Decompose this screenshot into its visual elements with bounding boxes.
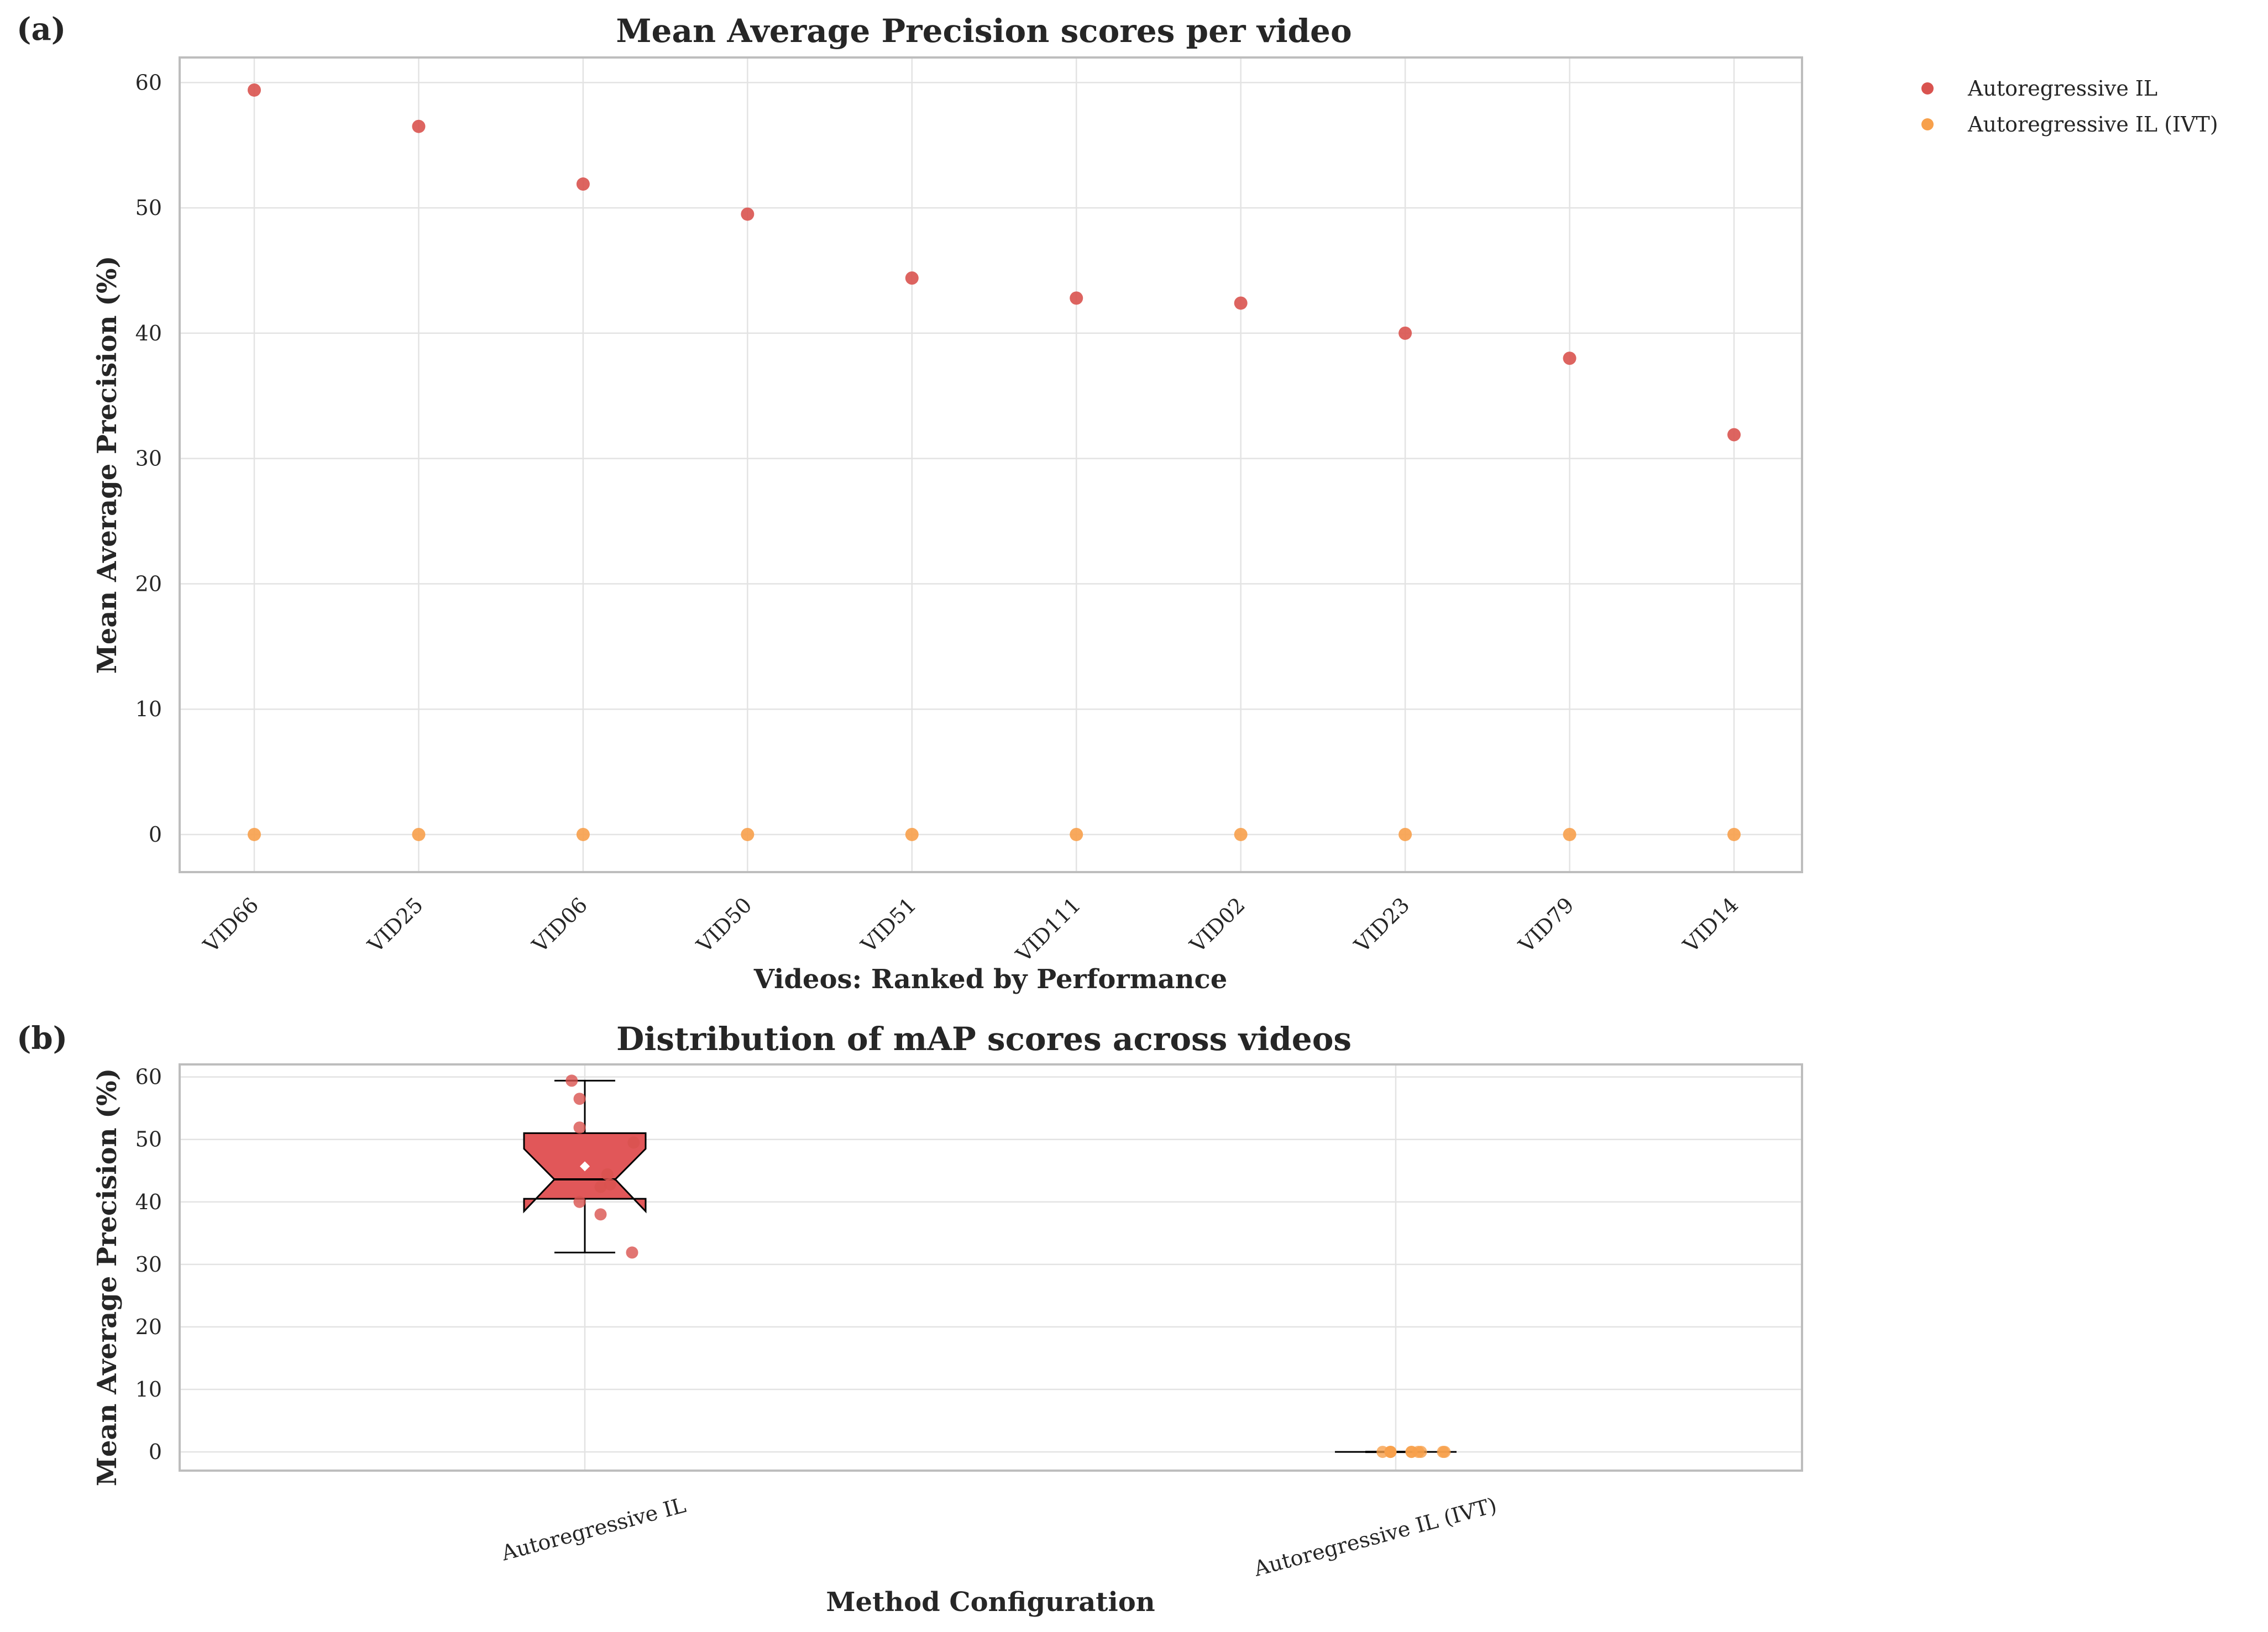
box-autoregressive-il-point (604, 1178, 616, 1191)
x-tick-label-vid66: VID66 (198, 893, 264, 958)
point-autoregressive-il-vid23 (1398, 326, 1412, 340)
x-tick-label-vid79: VID79 (1513, 893, 1579, 958)
panel-a-y-ticks: 0 10 20 30 40 50 60 (135, 70, 162, 847)
point-autoregressive-il-ivt-vid06 (576, 827, 590, 841)
box-autoregressive-il-point (594, 1208, 607, 1221)
x-tick-label-vid23: VID23 (1349, 893, 1415, 958)
panel-b-y-ticks: 0 10 20 30 40 50 60 (135, 1065, 162, 1464)
point-autoregressive-il-vid111 (1070, 291, 1083, 305)
point-autoregressive-il-vid02 (1234, 296, 1248, 310)
box-autoregressive-il-point (573, 1195, 586, 1208)
legend-label-autoregressive-il-ivt: Autoregressive IL (IVT) (1967, 112, 2218, 137)
point-autoregressive-il-ivt-vid66 (248, 827, 261, 841)
panel-b-grid (180, 1064, 1802, 1471)
x-tick-label-vid25: VID25 (363, 893, 428, 958)
panel-a-title: Mean Average Precision scores per video (616, 12, 1352, 50)
legend: Autoregressive IL Autoregressive IL (IVT… (1921, 76, 2218, 137)
panel-b-y-tick-label: 10 (135, 1377, 162, 1402)
point-autoregressive-il-vid06 (576, 177, 590, 191)
point-autoregressive-il-vid51 (905, 271, 919, 285)
x-tick-label-autoregressive-il: Autoregressive IL (499, 1493, 689, 1566)
box-autoregressive-il-ivt-point (1384, 1446, 1397, 1458)
box-autoregressive-il-point (626, 1246, 638, 1259)
box-autoregressive-il-point (594, 1180, 607, 1193)
panel-a-y-tick-label: 20 (135, 571, 162, 596)
panel-a-x-axis-label: Videos: Ranked by Performance (753, 964, 1228, 995)
point-autoregressive-il-ivt-vid51 (905, 827, 919, 841)
x-tick-label-autoregressive-il-ivt: Autoregressive IL (IVT) (1251, 1493, 1500, 1581)
point-autoregressive-il-vid50 (741, 207, 755, 221)
box-autoregressive-il-point (573, 1093, 586, 1105)
box-autoregressive-il-ivt-point (1437, 1446, 1449, 1458)
panel-b-y-tick-label: 40 (135, 1190, 162, 1214)
legend-marker-autoregressive-il (1921, 82, 1934, 95)
point-autoregressive-il-ivt-vid111 (1070, 827, 1083, 841)
panel-b-plot-frame (179, 1063, 1803, 1472)
point-autoregressive-il-ivt-vid25 (412, 827, 426, 841)
panel-b-y-tick-label: 20 (135, 1315, 162, 1339)
legend-marker-autoregressive-il-ivt (1921, 118, 1934, 130)
point-autoregressive-il-vid66 (248, 83, 261, 97)
point-autoregressive-il-vid14 (1727, 428, 1741, 442)
box-autoregressive-il-ivt-point (1415, 1446, 1427, 1458)
panel-b-y-tick-label: 60 (135, 1065, 162, 1089)
panel-b-x-ticks: Autoregressive IL Autoregressive IL (IVT) (499, 1493, 1500, 1581)
panel-b-label: (b) (17, 1020, 67, 1057)
panel-a-y-tick-label: 60 (135, 70, 162, 95)
point-autoregressive-il-ivt-vid14 (1727, 827, 1741, 841)
point-autoregressive-il-ivt-vid23 (1398, 827, 1412, 841)
panel-a-x-ticks: VID66 VID25 VID06 VID50 VID51 VID111 VID02 VID2… (198, 893, 1743, 967)
box-autoregressive-il-point (565, 1074, 578, 1087)
point-autoregressive-il-ivt-vid79 (1563, 827, 1576, 841)
box-autoregressive-il-mean-marker (580, 1161, 590, 1172)
x-tick-label-vid14: VID14 (1678, 893, 1743, 958)
panel-a-y-tick-label: 50 (135, 196, 162, 220)
x-tick-label-vid111: VID111 (1011, 893, 1086, 967)
panel-b-title: Distribution of mAP scores across videos (616, 1020, 1352, 1058)
panel-a-plot-frame (179, 56, 1803, 873)
panel-a-marks (248, 83, 1741, 841)
panel-b-y-tick-label: 0 (149, 1440, 162, 1464)
box-autoregressive-il-point (573, 1121, 586, 1134)
x-tick-label-vid06: VID06 (527, 893, 593, 958)
panel-a-grid (180, 57, 1802, 872)
point-autoregressive-il-vid25 (412, 119, 426, 133)
point-autoregressive-il-vid79 (1563, 351, 1576, 365)
panel-b-y-axis-label: Mean Average Precision (%) (92, 1068, 123, 1487)
x-tick-label-vid51: VID51 (856, 893, 921, 958)
box-autoregressive-il-point (601, 1168, 614, 1181)
panel-a-y-tick-label: 0 (149, 822, 162, 847)
x-tick-label-vid50: VID50 (692, 893, 757, 958)
panel-b-y-tick-label: 50 (135, 1127, 162, 1152)
box-autoregressive-il-ivt-point (1405, 1446, 1418, 1458)
panel-a-label: (a) (17, 11, 66, 48)
legend-label-autoregressive-il: Autoregressive IL (1967, 76, 2157, 101)
point-autoregressive-il-ivt-vid02 (1234, 827, 1248, 841)
panel-b-y-tick-label: 30 (135, 1252, 162, 1277)
box-autoregressive-il-body (523, 1132, 647, 1214)
box-autoregressive-il-point (627, 1136, 640, 1149)
panel-a-y-axis-label: Mean Average Precision (%) (92, 256, 123, 674)
x-tick-label-vid02: VID02 (1185, 893, 1250, 958)
panel-a: (a) Mean Average Precision scores per vi… (17, 11, 2218, 995)
point-autoregressive-il-ivt-vid50 (741, 827, 755, 841)
panel-a-y-tick-label: 10 (135, 697, 162, 721)
panel-b: (b) Distribution of mAP scores across vi… (17, 1020, 1803, 1618)
panel-b-marks (523, 1074, 1457, 1458)
panel-b-x-axis-label: Method Configuration (826, 1587, 1155, 1618)
panel-a-y-tick-label: 40 (135, 321, 162, 345)
panel-a-y-tick-label: 30 (135, 447, 162, 471)
